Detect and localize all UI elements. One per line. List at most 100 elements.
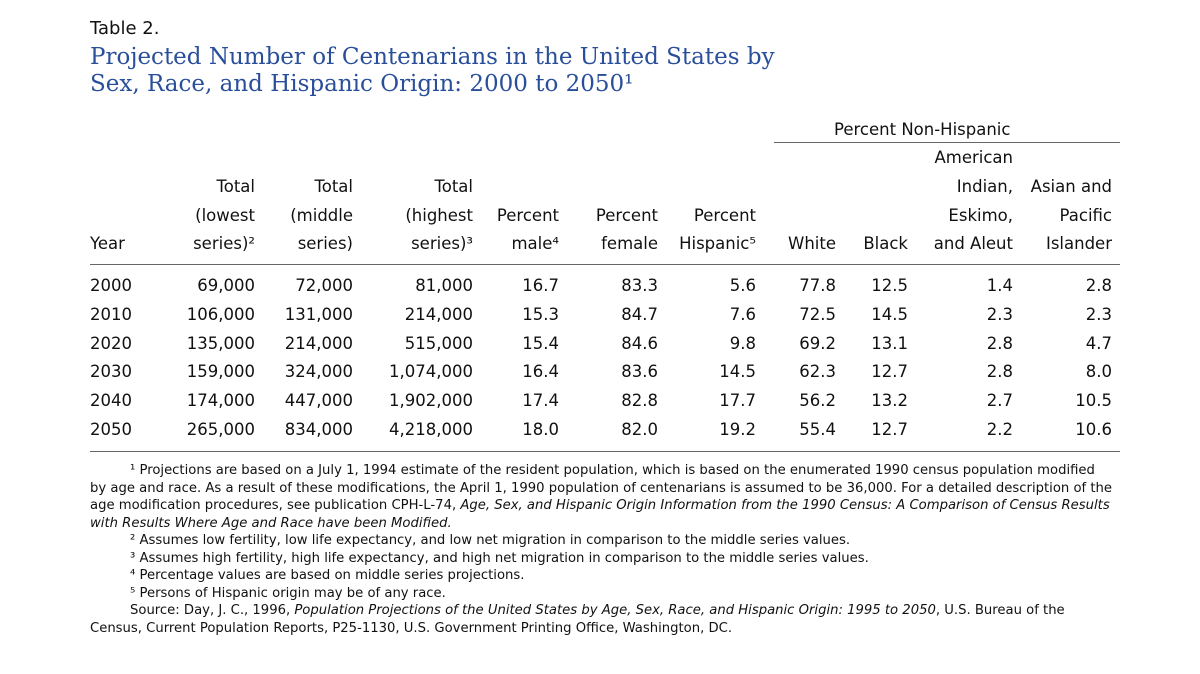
cell-female: 84.6 — [621, 333, 658, 353]
cell-male: 15.4 — [522, 333, 559, 353]
cell-api: 8.0 — [1085, 362, 1112, 382]
cell-aian: 2.3 — [986, 304, 1013, 324]
header-api-2: Pacific — [1059, 206, 1112, 225]
header-hispanic-2: Hispanic⁵ — [679, 234, 756, 253]
bottom-rule — [90, 451, 1120, 452]
header-hispanic-1: Percent — [693, 206, 756, 225]
cell-male: 16.7 — [522, 276, 559, 295]
cell-hispanic: 14.5 — [719, 362, 756, 382]
source-note: Source: Day, J. C., 1996, Population Pro… — [90, 602, 1115, 637]
header-male-1: Percent — [496, 206, 559, 225]
cell-female: 83.6 — [621, 362, 658, 382]
cell-aian: 1.4 — [986, 276, 1013, 295]
footnote-1-text: ¹ Projections are based on a July 1, 199… — [90, 463, 1112, 513]
cell-lowest: 265,000 — [186, 420, 255, 439]
cell-highest: 214,000 — [404, 304, 473, 324]
header-female-2: female — [601, 234, 658, 253]
table-label: Table 2. — [90, 18, 160, 39]
source-text: Source: Day, J. C., 1996, — [130, 603, 295, 618]
header-aian-3: Eskimo, — [948, 206, 1013, 225]
cell-highest: 1,902,000 — [389, 391, 473, 411]
header-lowest-1: Total — [216, 177, 255, 196]
cell-aian: 2.8 — [986, 333, 1013, 353]
footnote-2: ² Assumes low fertility, low life expect… — [130, 533, 851, 548]
cell-lowest: 174,000 — [186, 391, 255, 411]
cell-male: 17.4 — [522, 391, 559, 411]
header-highest-3: series)³ — [411, 234, 473, 253]
cell-white: 56.2 — [799, 391, 836, 411]
header-highest-2: (highest — [405, 206, 473, 225]
source-details: , U.S. Bureau of the Census, Current Pop… — [90, 603, 1065, 636]
cell-lowest: 106,000 — [186, 304, 255, 324]
source-publication: Population Projections of the United Sta… — [294, 603, 936, 618]
cell-api: 10.6 — [1075, 420, 1112, 439]
footnote-5: ⁵ Persons of Hispanic origin may be of a… — [130, 585, 446, 601]
title-line-1: Projected Number of Centenarians in the … — [90, 44, 775, 70]
header-black: Black — [863, 234, 908, 253]
cell-api: 10.5 — [1075, 391, 1112, 411]
cell-highest: 515,000 — [404, 333, 473, 353]
group-rule — [774, 142, 1120, 143]
cell-male: 15.3 — [522, 304, 559, 324]
cell-black: 14.5 — [871, 304, 908, 324]
header-aian-2: Indian, — [956, 177, 1013, 196]
header-lowest-3: series)² — [193, 234, 255, 253]
title-line-2: Sex, Race, and Hispanic Origin: 2000 to … — [90, 71, 634, 97]
cell-hispanic: 17.7 — [719, 391, 756, 411]
footnote-3: ³ Assumes high fertility, high life expe… — [130, 550, 869, 566]
year-cell: 2020 — [90, 333, 132, 353]
header-year: Year — [90, 234, 125, 253]
cell-highest: 1,074,000 — [389, 362, 473, 382]
cell-hispanic: 7.6 — [729, 304, 756, 324]
header-highest-1: Total — [434, 177, 473, 196]
cell-black: 12.5 — [871, 276, 908, 295]
year-cell: 2010 — [90, 304, 132, 324]
cell-male: 16.4 — [522, 362, 559, 382]
header-middle-1: Total — [314, 177, 353, 196]
cell-middle: 324,000 — [284, 362, 353, 382]
year-cell: 2040 — [90, 391, 132, 411]
footnotes: ¹ Projections are based on a July 1, 199… — [90, 462, 1115, 637]
cell-middle: 214,000 — [284, 333, 353, 353]
cell-white: 55.4 — [799, 420, 836, 439]
header-api-3: Islander — [1045, 234, 1112, 253]
cell-white: 77.8 — [799, 276, 836, 295]
header-lowest-2: (lowest — [195, 206, 255, 225]
cell-middle: 72,000 — [295, 276, 353, 295]
cell-highest: 4,218,000 — [389, 420, 473, 439]
cell-white: 69.2 — [799, 333, 836, 353]
footnote-1-publication: Age, Sex, and Hispanic Origin Informatio… — [90, 498, 1110, 531]
header-rule — [90, 264, 1120, 265]
cell-black: 12.7 — [871, 362, 908, 382]
header-middle-3: series) — [297, 234, 353, 253]
header-aian-1: American — [934, 148, 1013, 167]
cell-lowest: 159,000 — [186, 362, 255, 382]
cell-aian: 2.2 — [986, 420, 1013, 439]
header-female-1: Percent — [595, 206, 658, 225]
header-api-1: Asian and — [1030, 177, 1112, 196]
cell-highest: 81,000 — [415, 276, 473, 295]
cell-middle: 834,000 — [284, 420, 353, 439]
footnote-4: ⁴ Percentage values are based on middle … — [130, 568, 525, 583]
cell-female: 82.0 — [621, 420, 658, 439]
cell-hispanic: 19.2 — [719, 420, 756, 439]
footnote-1: ¹ Projections are based on a July 1, 199… — [90, 462, 1115, 532]
year-cell: 2000 — [90, 276, 132, 295]
cell-aian: 2.8 — [986, 362, 1013, 382]
cell-hispanic: 9.8 — [729, 333, 756, 353]
cell-lowest: 135,000 — [186, 333, 255, 353]
year-cell: 2030 — [90, 362, 132, 382]
header-male-2: male⁴ — [511, 234, 559, 253]
table-title: Projected Number of Centenarians in the … — [90, 44, 990, 98]
cell-female: 83.3 — [621, 276, 658, 295]
cell-api: 2.8 — [1085, 276, 1112, 295]
cell-middle: 447,000 — [284, 391, 353, 411]
cell-api: 2.3 — [1085, 304, 1112, 324]
cell-white: 62.3 — [799, 362, 836, 382]
header-middle-2: (middle — [290, 206, 353, 225]
cell-black: 12.7 — [871, 420, 908, 439]
header-percent-non-hispanic: Percent Non-Hispanic — [834, 120, 1011, 139]
cell-lowest: 69,000 — [197, 276, 255, 295]
cell-male: 18.0 — [522, 420, 559, 439]
cell-black: 13.1 — [871, 333, 908, 353]
